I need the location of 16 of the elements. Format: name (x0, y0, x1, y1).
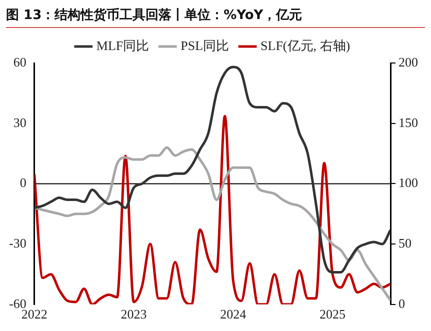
x-tick-label: 2023 (120, 306, 147, 322)
y-tick-label: 0 (20, 175, 26, 190)
y2-tick-label: 200 (398, 54, 418, 70)
legend-label: PSL同比 (180, 38, 230, 53)
y2-tick-label: 150 (398, 114, 418, 130)
y2-tick-label: 50 (398, 235, 412, 250)
legend-label: SLF(亿元, 右轴) (260, 38, 350, 53)
y-tick-label: -30 (8, 235, 26, 250)
y-tick-label: 30 (13, 114, 26, 130)
chart-title: 图 13：结构性货币工具回落丨单位：%YoY，亿元 (5, 6, 304, 25)
y-tick-label: 60 (13, 54, 26, 70)
y2-tick-label: 0 (398, 296, 405, 311)
legend-label: MLF同比 (96, 38, 150, 53)
x-tick-label: 2024 (220, 306, 247, 322)
y2-tick-label: 100 (398, 175, 418, 190)
x-tick-label: 2025 (320, 306, 346, 322)
